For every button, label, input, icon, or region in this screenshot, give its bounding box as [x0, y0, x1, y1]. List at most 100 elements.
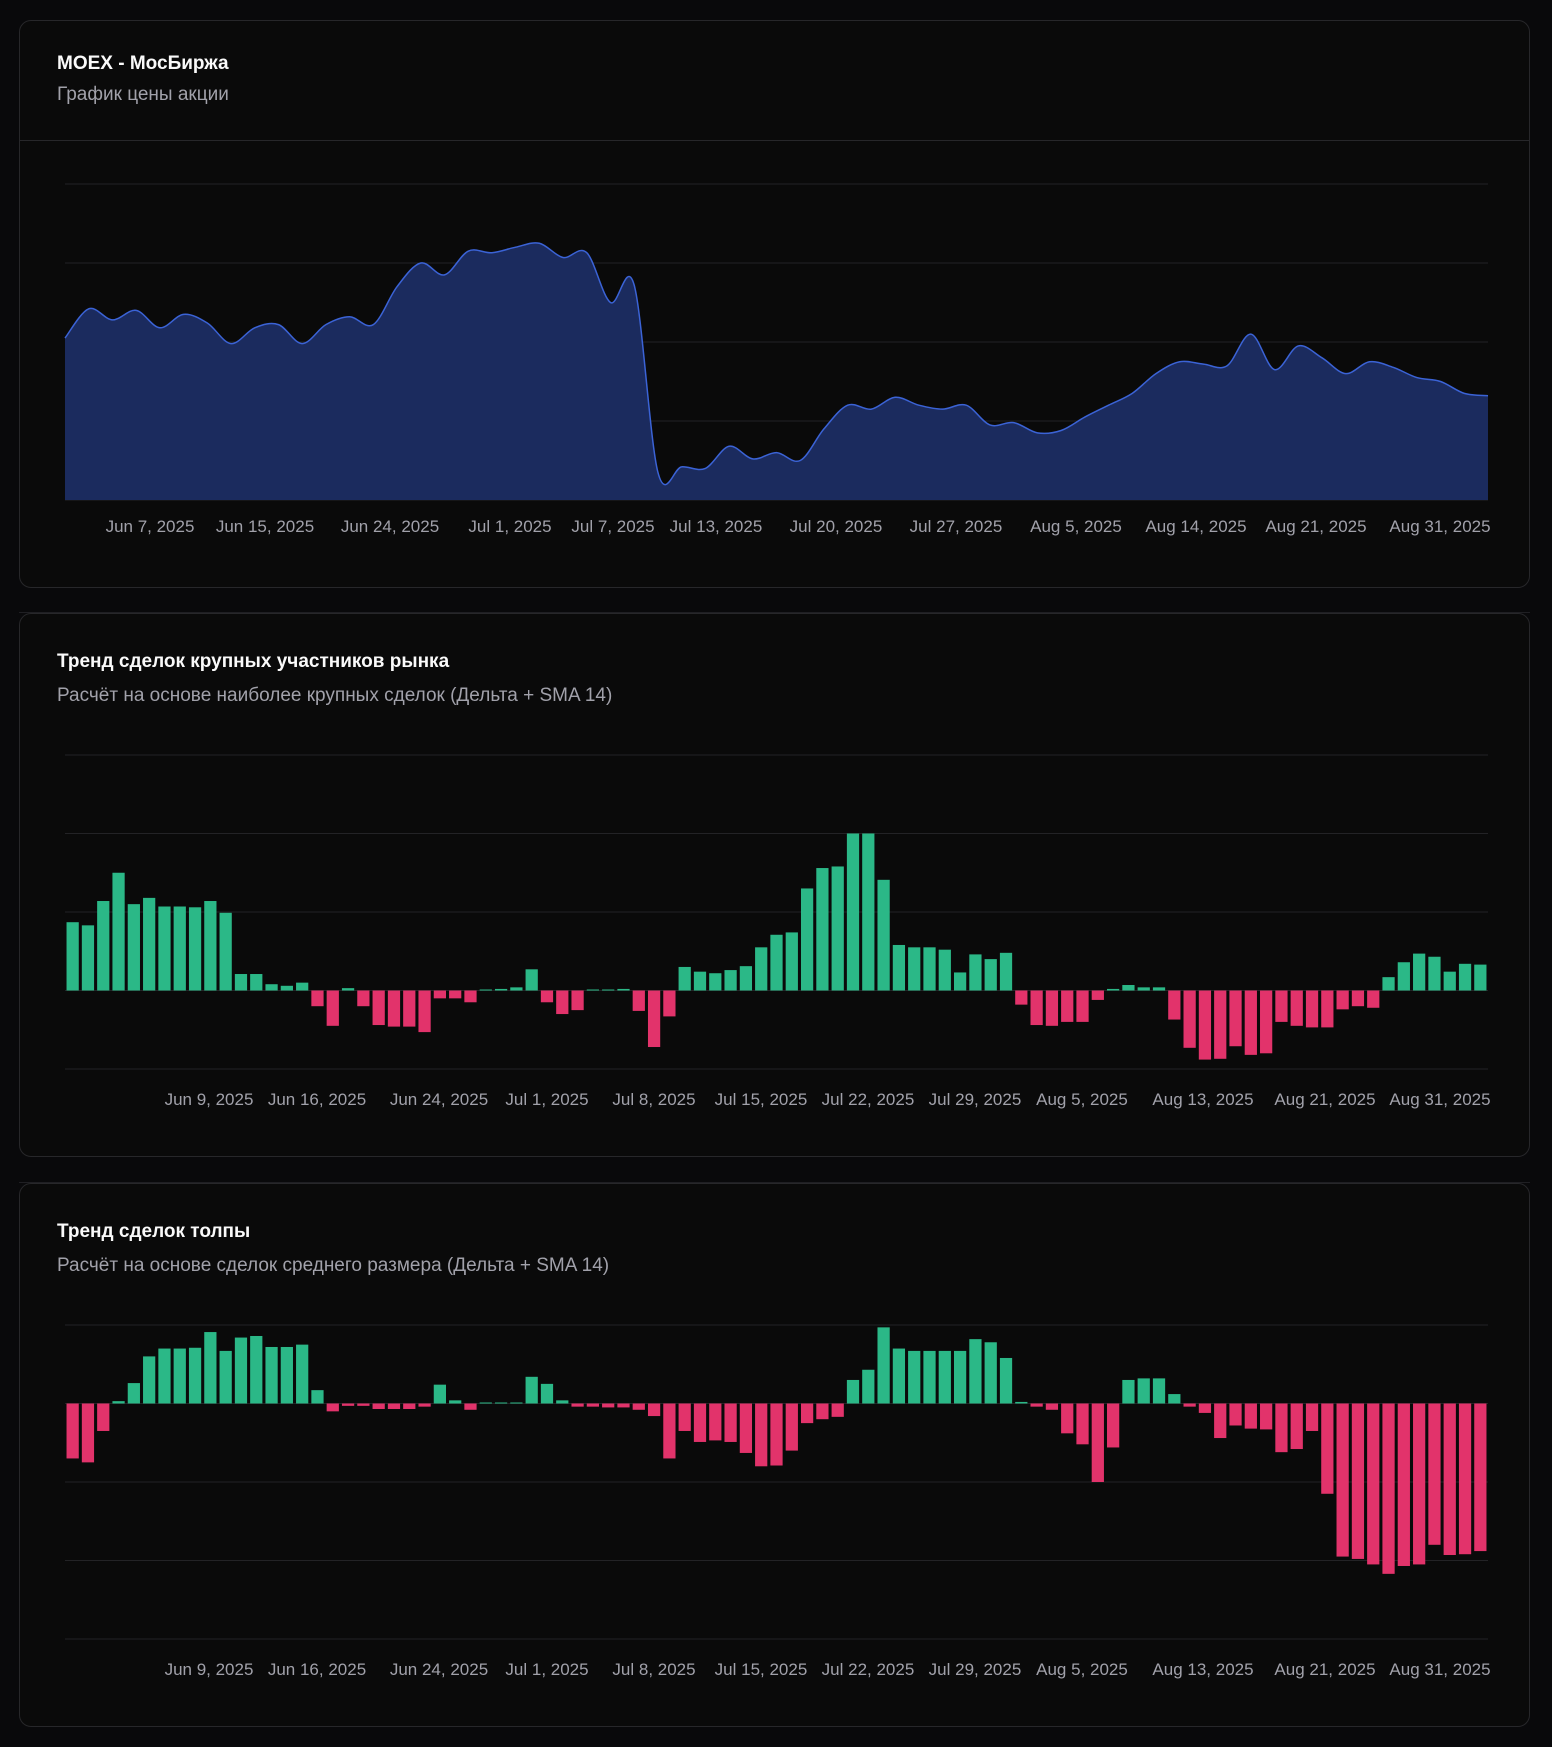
delta-bar [296, 1344, 309, 1404]
delta-bar [1015, 990, 1028, 1005]
delta-bar [173, 1348, 186, 1404]
delta-bar [97, 901, 110, 991]
delta-bar [862, 1369, 875, 1404]
x-tick-label: Jul 15, 2025 [715, 1090, 808, 1109]
x-tick-label: Aug 13, 2025 [1152, 1660, 1253, 1679]
delta-bar [449, 1400, 462, 1404]
delta-bar [127, 904, 140, 991]
delta-bar [1474, 1403, 1487, 1552]
delta-bar [1030, 1403, 1043, 1407]
delta-bar [1305, 1403, 1319, 1431]
delta-bar [1382, 977, 1395, 991]
delta-bar [1351, 990, 1365, 1007]
delta-bar [632, 990, 645, 1011]
delta-bar [234, 974, 248, 991]
delta-bar [1428, 956, 1441, 991]
delta-bar [908, 1350, 921, 1404]
delta-bar [1458, 1403, 1472, 1555]
x-tick-label: Jun 15, 2025 [216, 517, 314, 536]
delta-bar [357, 1403, 370, 1406]
delta-bar [143, 897, 156, 991]
x-tick-label: Jul 22, 2025 [822, 1090, 915, 1109]
delta-bar [357, 990, 370, 1007]
delta-bar [464, 990, 477, 1003]
delta-bar [846, 1379, 860, 1404]
price-chart-card: MOEX - МосБиржа График цены акции Jun 7,… [19, 20, 1530, 588]
delta-bar [1428, 1403, 1441, 1545]
delta-bar [602, 989, 615, 991]
delta-bar [647, 1403, 661, 1417]
delta-bar [984, 959, 997, 991]
delta-bar [892, 1348, 906, 1404]
delta-bar [1260, 990, 1273, 1054]
delta-bar [525, 1376, 538, 1404]
delta-bar [663, 1403, 676, 1459]
delta-bar [831, 1403, 844, 1417]
delta-bar [1168, 1394, 1181, 1404]
delta-bar [372, 1403, 385, 1409]
x-tick-label: Jul 1, 2025 [505, 1090, 588, 1109]
x-tick-label: Jun 24, 2025 [390, 1660, 488, 1679]
delta-bar [1076, 990, 1089, 1022]
x-tick-label: Jun 24, 2025 [390, 1090, 488, 1109]
delta-bar [1015, 1401, 1028, 1404]
card-divider [20, 140, 1529, 141]
delta-bar [816, 1403, 829, 1420]
delta-bar [1382, 1403, 1395, 1574]
card-subtitle: Расчёт на основе сделок среднего размера… [57, 1255, 610, 1276]
delta-bar [1183, 990, 1196, 1048]
x-tick-label: Aug 31, 2025 [1389, 1090, 1490, 1109]
delta-bar [326, 990, 339, 1026]
delta-bar [1122, 1379, 1135, 1404]
delta-bar [1030, 990, 1043, 1026]
delta-bar [1061, 1403, 1074, 1434]
delta-bar [510, 1402, 523, 1404]
delta-bar [693, 1403, 707, 1442]
delta-bar [709, 973, 722, 991]
delta-bar [296, 982, 309, 991]
card-subtitle: Расчёт на основе наиболее крупных сделок… [57, 685, 613, 706]
x-tick-label: Aug 5, 2025 [1030, 517, 1122, 536]
x-tick-label: Jul 1, 2025 [468, 517, 551, 536]
x-tick-label: Jun 24, 2025 [341, 517, 439, 536]
delta-bar [571, 1403, 584, 1407]
delta-bar [311, 990, 324, 1007]
x-tick-label: Jun 9, 2025 [165, 1660, 254, 1679]
delta-bar [97, 1403, 110, 1431]
delta-bar [81, 1403, 95, 1463]
delta-bar [265, 984, 278, 991]
delta-bar [1443, 1403, 1456, 1556]
delta-bar [1321, 990, 1334, 1028]
delta-bar [173, 906, 186, 991]
delta-bar [540, 1383, 554, 1404]
delta-bar [204, 901, 217, 991]
x-tick-label: Jul 1, 2025 [505, 1660, 588, 1679]
delta-bar [1214, 1403, 1227, 1439]
delta-bar [908, 947, 921, 991]
delta-bar [1107, 1403, 1120, 1448]
delta-bar [724, 1403, 737, 1442]
x-tick-label: Aug 13, 2025 [1152, 1090, 1253, 1109]
crowd-trades-bar-chart: Jun 9, 2025 Jun 16, 2025 Jun 24, 2025 Jul 1… [65, 1324, 1491, 1679]
delta-bar [632, 1403, 645, 1410]
delta-bar [678, 1403, 691, 1431]
delta-bar [755, 947, 768, 991]
x-tick-label: Jun 9, 2025 [165, 1090, 254, 1109]
delta-bar [1275, 990, 1288, 1022]
x-tick-label: Jul 20, 2025 [790, 517, 883, 536]
delta-bar [923, 1350, 936, 1404]
delta-bar [755, 1403, 768, 1467]
delta-bar [770, 934, 783, 991]
delta-bar [188, 1347, 202, 1404]
delta-bar [525, 969, 538, 991]
delta-bar [127, 1383, 140, 1404]
delta-bar [846, 833, 860, 991]
delta-bar [953, 1350, 967, 1404]
delta-bar [1321, 1403, 1334, 1494]
delta-bar [1137, 987, 1150, 991]
price-area [65, 242, 1488, 501]
large-trades-bar-chart: Jun 9, 2025 Jun 16, 2025 Jun 24, 2025 Jul 1… [65, 754, 1491, 1109]
delta-bar [999, 1357, 1013, 1404]
delta-bar [1413, 953, 1426, 991]
price-line [64, 242, 1489, 486]
